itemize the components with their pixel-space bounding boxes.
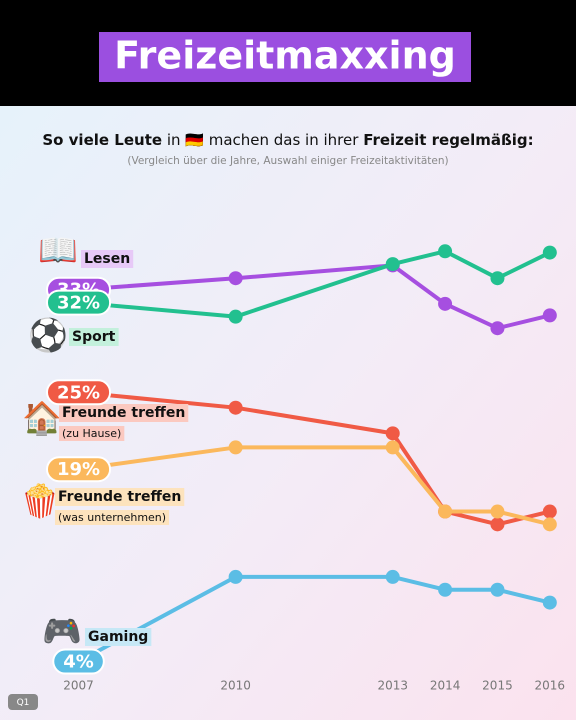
value-label: 19% xyxy=(57,459,100,480)
data-point xyxy=(228,569,243,584)
x-tick-label: 2016 xyxy=(535,679,566,693)
data-point xyxy=(490,321,505,336)
plot xyxy=(77,244,557,664)
legend-label-bg xyxy=(55,488,185,506)
data-point xyxy=(542,517,557,532)
data-point xyxy=(542,245,557,260)
legend-label-bg xyxy=(81,250,134,268)
legend-label: Gaming xyxy=(88,629,148,645)
series-line xyxy=(78,263,551,331)
series-line xyxy=(78,249,551,319)
legend-sublabel-bg xyxy=(55,510,170,525)
series-icon: 🎮 xyxy=(42,612,82,650)
title-part: in 🇩🇪 machen das in ihrer xyxy=(162,131,363,149)
value-bubble: 32% xyxy=(45,289,112,316)
value-label: 4% xyxy=(63,652,94,673)
series-icon: ⚽ xyxy=(27,316,68,354)
data-point xyxy=(385,569,400,584)
data-point xyxy=(490,582,505,597)
legend-label-bg xyxy=(69,328,119,346)
chart-subtitle: (Vergleich über die Jahre, Auswahl einig… xyxy=(127,155,448,167)
value-bubble: 19% xyxy=(45,456,112,483)
legend-label-bg xyxy=(59,404,189,422)
headline-box xyxy=(99,32,471,82)
legend-sublabel-bg xyxy=(59,426,125,441)
legend-label-bg xyxy=(85,628,152,646)
legend-label: Freunde treffen xyxy=(58,489,181,505)
watermark-box xyxy=(8,694,38,710)
legend-sublabel: (zu Hause) xyxy=(62,427,121,440)
series-line xyxy=(77,574,551,664)
value-bubble-bg xyxy=(52,648,105,675)
data-point xyxy=(438,504,453,519)
x-tick-label: 2013 xyxy=(377,679,408,693)
data-point xyxy=(385,257,400,272)
data-point xyxy=(438,582,453,597)
data-point xyxy=(438,296,453,311)
value-label: 32% xyxy=(57,293,100,314)
data-point xyxy=(228,400,243,415)
series-line xyxy=(78,390,551,527)
value-bubble: 4% xyxy=(52,648,105,675)
legend-label: Freunde treffen xyxy=(62,405,185,421)
data-point xyxy=(542,504,557,519)
data-point xyxy=(542,308,557,323)
legend-sublabel: (was unternehmen) xyxy=(58,511,166,524)
chart-title: So viele Leute in 🇩🇪 machen das in ihrer… xyxy=(42,131,533,149)
data-point xyxy=(490,271,505,286)
title-part: Freizeit regelmäßig: xyxy=(363,131,533,149)
value-bubble-bg xyxy=(45,379,112,406)
data-point xyxy=(438,244,453,259)
data-point xyxy=(228,440,243,455)
series-icon: 🍿 xyxy=(20,482,60,520)
data-point xyxy=(385,426,400,441)
value-bubble-bg xyxy=(45,289,112,316)
value-label: 25% xyxy=(57,382,100,403)
data-point xyxy=(490,517,505,532)
series-icon: 📖 xyxy=(38,231,78,269)
value-bubble: 25% xyxy=(45,379,112,406)
watermark: Q1 xyxy=(17,698,30,708)
title-part: So viele Leute xyxy=(42,131,162,149)
headline: Freizeitmaxxing xyxy=(114,34,456,78)
legend-label: Sport xyxy=(72,329,116,345)
legend-label: Lesen xyxy=(84,251,130,267)
data-point xyxy=(542,595,557,610)
data-point xyxy=(228,271,243,286)
value-bubble-bg xyxy=(45,456,112,483)
data-point xyxy=(490,504,505,519)
x-tick-label: 2010 xyxy=(220,679,251,693)
data-point xyxy=(385,440,400,455)
series-icon: 🏠 xyxy=(22,399,62,437)
x-tick-label: 2015 xyxy=(482,679,513,693)
data-point xyxy=(228,309,243,324)
x-tick-label: 2007 xyxy=(63,679,94,693)
x-tick-label: 2014 xyxy=(430,679,461,693)
labels: 200720102013201420152016📖Lesen33%⚽Sport3… xyxy=(20,231,565,693)
series-line xyxy=(78,445,551,527)
